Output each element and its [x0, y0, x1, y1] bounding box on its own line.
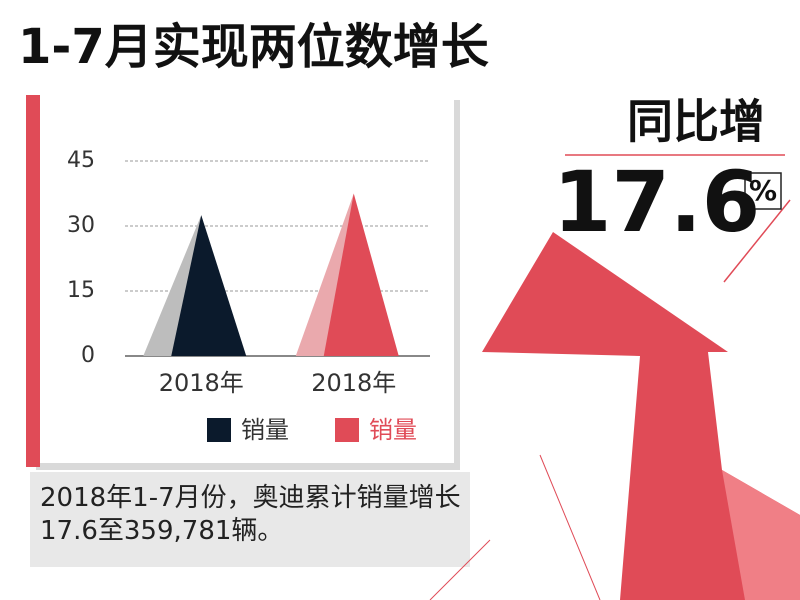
- bar: [171, 215, 247, 356]
- y-tick-label: 30: [67, 213, 95, 238]
- y-tick-label: 15: [67, 278, 95, 303]
- growth-unit: %: [749, 174, 777, 207]
- caption-background: [30, 472, 470, 567]
- decor-line: [429, 539, 491, 600]
- decor-line: [539, 454, 601, 600]
- unit-box: [744, 172, 782, 210]
- growth-value: 17.6: [553, 153, 760, 251]
- title: 1-7月实现两位数增长: [18, 19, 489, 75]
- caption: 2018年1-7月份，奥迪累计销量增长17.6至359,781辆。: [40, 483, 461, 546]
- card: [40, 95, 454, 463]
- decor-line: [723, 199, 791, 283]
- x-tick-label: 2018年: [159, 369, 244, 397]
- legend-swatch: [335, 418, 359, 442]
- x-tick-label: 2018年: [311, 369, 396, 397]
- bar: [323, 193, 399, 356]
- legend-swatch: [207, 418, 231, 442]
- growth-label: 同比增: [627, 95, 765, 149]
- arrow: [482, 232, 800, 600]
- y-tick-label: 45: [67, 148, 95, 173]
- legend-label: 销量: [241, 416, 289, 444]
- card-accent: [26, 95, 40, 467]
- y-tick-label: 0: [81, 343, 95, 368]
- legend-label: 销量: [369, 416, 417, 444]
- arrow-highlight: [722, 470, 800, 600]
